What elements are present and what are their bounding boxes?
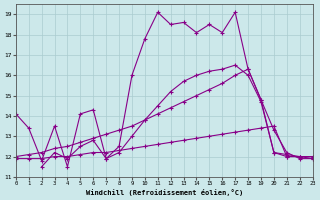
X-axis label: Windchill (Refroidissement éolien,°C): Windchill (Refroidissement éolien,°C) [85, 189, 243, 196]
